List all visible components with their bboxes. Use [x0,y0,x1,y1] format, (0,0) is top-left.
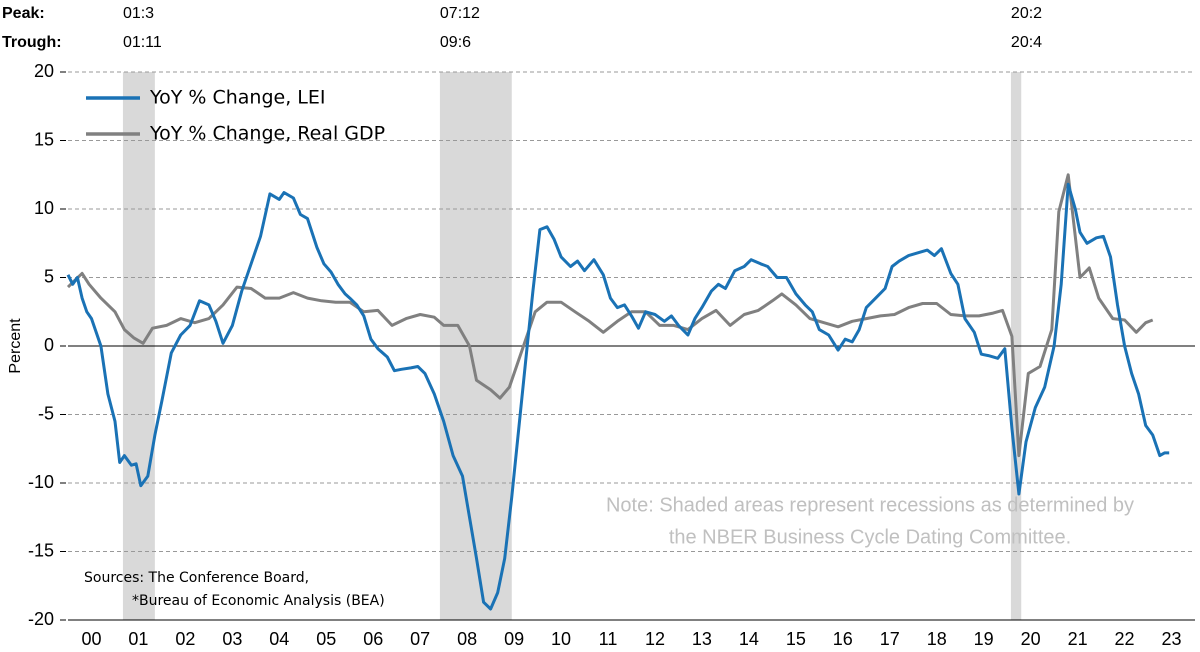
x-tick-label: 01 [128,629,148,649]
sources: Sources: The Conference Board, [84,570,309,586]
x-tick-label: 08 [457,629,477,649]
x-tick-label: 19 [974,629,994,649]
y-tick-label: -20 [28,609,54,629]
x-tick-label: 16 [833,629,853,649]
note: Note: Shaded areas represent recessions … [606,494,1134,516]
y-tick-label: 10 [34,198,54,218]
label-layer: 01:3 01:11 07:12 09:6 20:2 20:4 YoY % Change, … [84,5,1134,609]
peak-date: 20:2 [1011,5,1042,22]
note: the NBER Business Cycle Dating Committee… [669,526,1071,548]
x-tick-label: 20 [1021,629,1041,649]
y-tick-label: 20 [34,61,54,81]
series-line [66,182,1170,611]
x-tick-label: 21 [1068,629,1088,649]
x-tick-label: 04 [269,629,289,649]
legend-label: YoY % Change, Real GDP [149,123,385,145]
x-tick-label: 00 [81,629,101,649]
y-tick-label: 0 [44,335,54,355]
x-tick-label: 07 [410,629,430,649]
peak-label: Peak: [2,5,45,22]
x-tick-label: 03 [222,629,242,649]
x-tick-label: 12 [645,629,665,649]
x-tick-label: 06 [363,629,383,649]
sources: *Bureau of Economic Analysis (BEA) [132,593,385,609]
y-tick-label: -15 [28,540,54,560]
trough-date: 01:11 [123,34,162,51]
y-tick-label: 15 [34,129,54,149]
x-tick-label: 22 [1115,629,1135,649]
x-tick-label: 14 [739,629,759,649]
x-tick-label: 02 [175,629,195,649]
peak-date: 07:12 [440,5,480,22]
x-tick-label: 13 [692,629,712,649]
x-tick-label: 05 [316,629,336,649]
x-tick-label: 10 [551,629,571,649]
series-layer [66,173,1170,611]
y-tick-label: -10 [28,472,54,492]
x-tick-label: 15 [786,629,806,649]
y-tick-label: -5 [38,403,54,423]
x-tick-label: 23 [1162,629,1182,649]
trough-date: 20:4 [1011,34,1042,51]
trough-date: 09:6 [440,34,471,51]
x-tick-label: 09 [504,629,524,649]
legend-label: YoY % Change, LEI [149,87,325,109]
y-tick-label: 5 [44,266,54,286]
peak-date: 01:3 [123,5,154,22]
x-tick-label: 11 [599,629,618,649]
x-tick-label: 17 [880,629,900,649]
trough-label: Trough: [2,34,62,51]
y-axis-label: Percent [7,318,24,374]
x-tick-label: 18 [927,629,947,649]
series-line [66,173,1154,458]
